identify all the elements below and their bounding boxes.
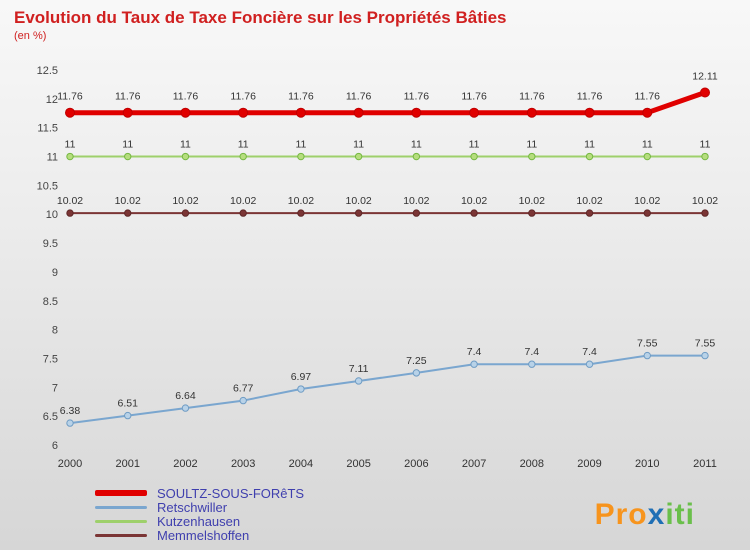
legend-swatch: [95, 490, 147, 496]
svg-text:11: 11: [295, 139, 306, 151]
svg-text:11.76: 11.76: [635, 91, 661, 103]
svg-text:2011: 2011: [693, 458, 717, 470]
legend-swatch: [95, 533, 147, 537]
svg-text:11: 11: [584, 139, 595, 151]
legend-label: Retschwiller: [157, 499, 228, 515]
svg-text:7.55: 7.55: [695, 338, 716, 350]
legend-label: SOULTZ-SOUS-FORêTS: [157, 485, 305, 501]
svg-text:11: 11: [353, 139, 364, 151]
svg-text:11.76: 11.76: [288, 91, 314, 103]
svg-text:6.51: 6.51: [118, 398, 139, 410]
svg-text:8: 8: [52, 325, 58, 337]
svg-text:10.02: 10.02: [634, 195, 660, 207]
legend: SOULTZ-SOUS-FORêTS Retschwiller Kutzenha…: [95, 485, 305, 543]
svg-text:12.5: 12.5: [37, 65, 58, 77]
logo-part: Pro: [594, 498, 648, 531]
svg-text:2005: 2005: [346, 458, 370, 470]
svg-text:10.02: 10.02: [576, 195, 602, 207]
svg-text:11.76: 11.76: [577, 91, 603, 103]
svg-text:7.4: 7.4: [467, 346, 482, 358]
legend-item: SOULTZ-SOUS-FORêTS: [95, 485, 305, 501]
svg-text:7.11: 7.11: [349, 363, 369, 375]
svg-text:9: 9: [52, 267, 58, 279]
svg-text:7.55: 7.55: [637, 338, 658, 350]
svg-text:7.5: 7.5: [43, 353, 58, 365]
svg-text:9.5: 9.5: [43, 238, 58, 250]
svg-text:2000: 2000: [58, 458, 82, 470]
svg-text:10.02: 10.02: [230, 195, 256, 207]
svg-text:11: 11: [642, 139, 653, 151]
svg-text:11: 11: [238, 139, 249, 151]
svg-text:2002: 2002: [173, 458, 197, 470]
legend-item: Memmelshoffen: [95, 527, 304, 543]
svg-text:10: 10: [46, 209, 58, 221]
svg-text:2008: 2008: [520, 458, 544, 470]
svg-text:11.76: 11.76: [346, 91, 372, 103]
svg-text:10.02: 10.02: [461, 195, 487, 207]
line-chart: 6 6.5 7 7.5 8 8.5 9 9.5 10 10.5 11 11.5 12 12.5 2000 20…: [37, 65, 719, 470]
svg-text:6.77: 6.77: [233, 383, 254, 395]
svg-text:2004: 2004: [289, 458, 313, 470]
svg-text:6.5: 6.5: [43, 411, 58, 423]
svg-text:10.02: 10.02: [692, 195, 718, 207]
svg-text:11.76: 11.76: [57, 91, 83, 103]
svg-text:8.5: 8.5: [43, 296, 58, 308]
svg-text:11.76: 11.76: [115, 91, 141, 103]
svg-text:10.02: 10.02: [57, 195, 83, 207]
svg-text:10.02: 10.02: [172, 195, 198, 207]
svg-text:10.5: 10.5: [37, 180, 58, 192]
svg-text:2009: 2009: [577, 458, 601, 470]
legend-label: Kutzenhausen: [157, 513, 241, 529]
svg-text:7: 7: [52, 382, 58, 394]
svg-text:7.4: 7.4: [582, 346, 597, 358]
logo-part: x: [647, 498, 666, 531]
svg-text:2007: 2007: [462, 458, 486, 470]
svg-text:11: 11: [122, 139, 133, 151]
chart-subtitle: (en %): [14, 30, 47, 42]
svg-text:11.76: 11.76: [404, 91, 430, 103]
svg-text:11.5: 11.5: [37, 123, 58, 135]
legend-swatch: [95, 505, 147, 509]
svg-text:11.76: 11.76: [519, 91, 545, 103]
legend-item: Kutzenhausen: [95, 513, 304, 529]
svg-text:7.4: 7.4: [525, 346, 540, 358]
svg-text:11: 11: [700, 139, 711, 151]
svg-text:11: 11: [180, 139, 191, 151]
svg-text:2001: 2001: [115, 458, 139, 470]
svg-text:10.02: 10.02: [288, 195, 314, 207]
svg-text:11.76: 11.76: [230, 91, 256, 103]
svg-text:6.97: 6.97: [291, 371, 312, 383]
svg-text:12: 12: [46, 94, 58, 106]
svg-text:10.02: 10.02: [345, 195, 371, 207]
legend-swatch: [95, 519, 147, 523]
svg-text:2003: 2003: [231, 458, 255, 470]
logo-part: iti: [665, 498, 695, 531]
svg-text:11.76: 11.76: [461, 91, 487, 103]
legend-item: Retschwiller: [95, 499, 304, 515]
svg-text:11: 11: [47, 152, 58, 164]
svg-text:2006: 2006: [404, 458, 428, 470]
svg-text:11: 11: [526, 139, 537, 151]
legend-label: Memmelshoffen: [157, 527, 250, 543]
svg-text:11: 11: [65, 139, 76, 151]
svg-text:7.25: 7.25: [406, 355, 427, 367]
chart-title: Evolution du Taux de Taxe Foncière sur l…: [14, 8, 507, 27]
svg-text:11: 11: [411, 139, 422, 151]
svg-text:6: 6: [52, 440, 58, 452]
svg-text:10.02: 10.02: [403, 195, 429, 207]
svg-text:10.02: 10.02: [115, 195, 141, 207]
svg-text:6.38: 6.38: [60, 405, 81, 417]
svg-text:11.76: 11.76: [173, 91, 199, 103]
svg-text:10.02: 10.02: [519, 195, 545, 207]
svg-text:12.11: 12.11: [692, 71, 718, 83]
svg-text:6.64: 6.64: [175, 390, 196, 402]
svg-text:11: 11: [469, 139, 480, 151]
chart-header: Evolution du Taux de Taxe Foncière sur l…: [0, 0, 750, 42]
svg-text:2010: 2010: [635, 458, 659, 470]
proxiti-logo[interactable]: Proxiti: [595, 498, 695, 532]
